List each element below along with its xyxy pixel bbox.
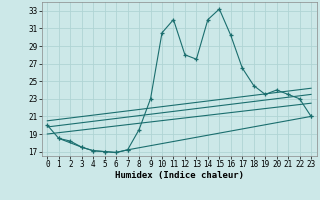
X-axis label: Humidex (Indice chaleur): Humidex (Indice chaleur) bbox=[115, 171, 244, 180]
